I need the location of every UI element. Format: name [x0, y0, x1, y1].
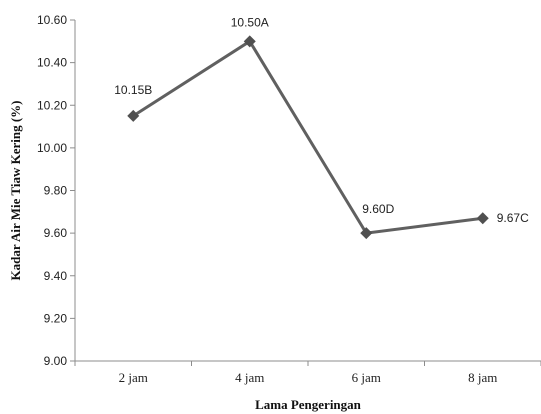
x-tick-label: 8 jam: [468, 370, 497, 385]
series: [127, 35, 489, 240]
x-axis-title: Lama Pengeringan: [255, 397, 362, 412]
y-tick-label: 9.60: [44, 226, 68, 240]
y-tick-label: 9.80: [44, 184, 68, 198]
y-tick-label: 9.00: [44, 354, 68, 368]
data-labels: 10.15B 10.50A 9.60D 9.67C: [114, 15, 529, 225]
data-point-marker: [243, 35, 256, 48]
data-point-marker: [127, 109, 140, 122]
data-label: 9.60D: [362, 202, 394, 216]
data-point-marker: [360, 227, 373, 240]
x-tick-labels: 2 jam 4 jam 6 jam 8 jam: [119, 370, 498, 385]
x-tick-label: 2 jam: [119, 370, 148, 385]
y-tick-label: 10.40: [37, 56, 67, 70]
y-tick-label: 9.20: [44, 311, 68, 325]
axes: [70, 19, 541, 366]
data-label: 9.67C: [497, 211, 529, 225]
data-point-marker: [476, 212, 489, 225]
y-axis-title: Kadar Air Mie Tiaw Kering (%): [8, 101, 23, 281]
data-label: 10.15B: [114, 83, 152, 97]
x-tick-label: 4 jam: [235, 370, 264, 385]
y-tick-labels: 9.00 9.20 9.40 9.60 9.80 10.00 10.20 10.40 10.60: [37, 13, 67, 368]
y-tick-label: 10.20: [37, 98, 67, 112]
y-tick-label: 9.40: [44, 269, 68, 283]
y-tick-label: 10.60: [37, 13, 67, 27]
series-line: [132, 39, 483, 235]
data-label: 10.50A: [231, 15, 269, 29]
x-tick-label: 6 jam: [352, 370, 381, 385]
y-tick-label: 10.00: [37, 141, 67, 155]
